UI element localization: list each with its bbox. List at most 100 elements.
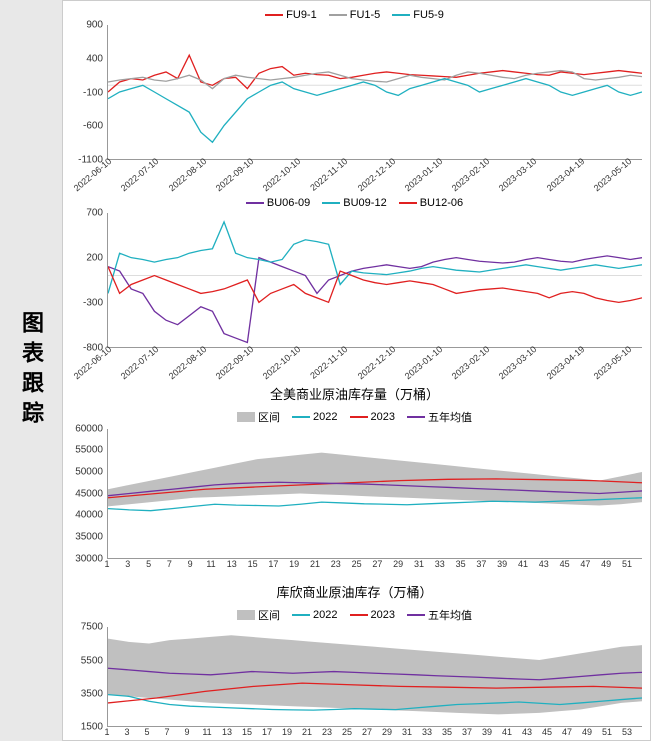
x-tick: 39 [482,727,492,737]
x-tick: 41 [518,559,528,569]
x-tick: 25 [352,559,362,569]
y-tick: 50000 [75,466,103,477]
x-tick: 2023-02-10 [450,156,492,193]
x-tick: 7 [167,559,172,569]
x-tick: 1 [104,727,109,737]
y-tick: 40000 [75,510,103,521]
x-tick: 27 [362,727,372,737]
y-tick: 700 [86,208,103,219]
legend-label: FU1-5 [350,9,381,21]
legend-label: 五年均值 [428,409,472,425]
x-tick: 2023-02-10 [450,344,492,381]
sidebar: 图表跟踪 [0,0,62,741]
x-tick: 2022-09-10 [214,156,256,193]
x-tick: 47 [562,727,572,737]
x-tick: 2022-08-10 [166,156,208,193]
y-tick: 200 [86,253,103,264]
x-tick: 53 [622,727,632,737]
x-tick: 9 [184,727,189,737]
x-tick: 13 [227,559,237,569]
legend3: 区间 2022 2023 五年均值 [67,405,642,429]
x-tick: 2023-05-10 [592,344,634,381]
chart-fu: FU9-1FU1-5FU5-9 900400-100-600-1100 2022… [67,5,642,175]
main-content: FU9-1FU1-5FU5-9 900400-100-600-1100 2022… [62,0,651,741]
legend-label: 区间 [258,409,280,425]
band-area [108,636,642,715]
x-tick: 7 [164,727,169,737]
y-tick: 30000 [75,553,103,564]
legend-line-swatch [246,202,264,204]
x-tick: 33 [435,559,445,569]
legend-item: 2023 [350,409,395,425]
x-tick: 2022-11-10 [309,156,350,193]
y-tick: 5500 [81,655,103,666]
y-tick: 1500 [81,722,103,733]
legend-band-swatch [237,610,255,620]
x-tick: 35 [456,559,466,569]
legend-item: 2022 [292,607,337,623]
x-tick: 11 [206,559,215,569]
legend-line-swatch [399,202,417,204]
x-tick: 41 [502,727,512,737]
x-tick: 13 [222,727,232,737]
x-tick: 17 [262,727,272,737]
x-tick: 43 [522,727,532,737]
legend-line-swatch [407,614,425,616]
legend-bu: BU06-09BU09-12BU12-06 [67,193,642,213]
x-tick: 3 [124,727,129,737]
legend-line-swatch [407,416,425,418]
x-tick: 37 [476,559,486,569]
x-tick: 2022-10-10 [261,156,303,193]
x-tick: 3 [125,559,130,569]
legend-label: BU06-09 [267,197,310,209]
x-tick: 21 [302,727,312,737]
series-line [108,267,642,303]
legend-line-swatch [329,14,347,16]
y-tick: 400 [86,53,103,64]
chart-us-crude: 全美商业原油库存量（万桶） 区间20222023五年均值 60000550005… [67,382,642,567]
x-tick: 37 [462,727,472,737]
x-tick: 45 [542,727,552,737]
legend-line-swatch [265,14,283,16]
x-tick: 2023-04-19 [544,344,586,381]
series-line [108,79,642,143]
legend-line-swatch [292,416,310,418]
legend-item: BU09-12 [322,197,386,209]
x-tick: 2023-04-19 [544,156,586,193]
x-tick: 2022-10-10 [261,344,303,381]
legend-label: 2022 [313,411,337,423]
x-tick: 25 [342,727,352,737]
x-tick: 2022-07-10 [119,156,161,193]
x-tick: 2022-11-10 [309,344,350,381]
y-tick: -600 [83,121,103,132]
y-tick: 55000 [75,445,103,456]
x-tick: 19 [289,559,299,569]
x-tick: 29 [382,727,392,737]
x-tick: 51 [602,727,612,737]
legend-item: 区间 [237,409,280,425]
legend-label: 五年均值 [428,607,472,623]
x-tick: 49 [601,559,611,569]
legend-label: 2023 [371,609,395,621]
legend-item: 2022 [292,409,337,425]
x-tick: 47 [580,559,590,569]
x-tick: 19 [282,727,292,737]
x-tick: 9 [188,559,193,569]
x-tick: 33 [422,727,432,737]
legend-label: FU9-1 [286,9,317,21]
y-tick: 35000 [75,531,103,542]
x-tick: 1 [104,559,109,569]
legend4: 区间20222023五年均值 [67,603,642,627]
x-tick: 35 [442,727,452,737]
legend-band-swatch [237,412,255,422]
x-tick: 11 [202,727,211,737]
x-tick: 2022-09-10 [214,344,256,381]
chart4-title: 库欣商业原油库存（万桶） [67,580,642,603]
x-tick: 31 [402,727,412,737]
x-tick: 51 [622,559,632,569]
series-line [108,256,642,343]
y-tick: 900 [86,20,103,31]
x-tick: 2023-01-10 [403,344,445,381]
legend-item: 五年均值 [407,409,472,425]
x-tick: 2022-07-10 [119,344,161,381]
